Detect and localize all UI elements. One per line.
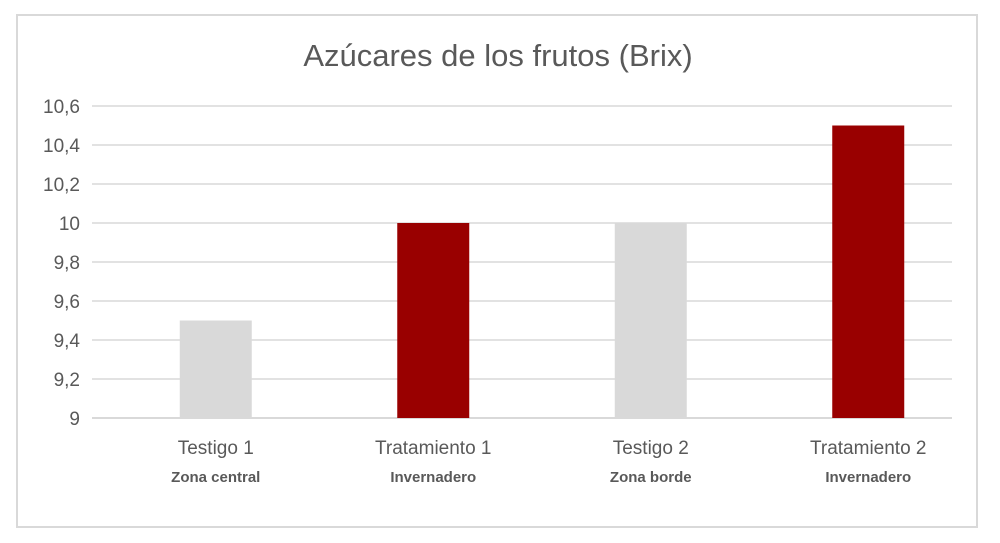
- x-category-label: Tratamiento 2: [810, 438, 927, 459]
- bar: [832, 125, 905, 418]
- y-tick-label: 10,4: [43, 136, 80, 157]
- x-subcategory-label: Invernadero: [825, 469, 911, 486]
- y-tick-label: 9: [69, 409, 80, 430]
- x-subcategory-label: Zona central: [171, 469, 260, 486]
- bar: [179, 320, 252, 418]
- chart-frame: [16, 14, 978, 528]
- y-tick-label: 9,6: [54, 292, 80, 313]
- x-subcategory-label: Zona borde: [610, 469, 692, 486]
- y-tick-label: 9,8: [54, 253, 80, 274]
- x-category-label: Testigo 1: [178, 438, 254, 459]
- chart-title: Azúcares de los frutos (Brix): [303, 38, 692, 73]
- y-tick-label: 10,2: [43, 175, 80, 196]
- bar: [397, 223, 470, 418]
- y-tick-label: 10: [59, 214, 80, 235]
- x-axis-labels: Testigo 1 Zona central Tratamiento 1 Invern…: [171, 438, 926, 486]
- x-subcategory-label: Invernadero: [390, 469, 476, 486]
- bar: [614, 223, 687, 418]
- y-tick-label: 10,6: [43, 97, 80, 118]
- y-tick-label: 9,2: [54, 370, 80, 391]
- x-category-label: Tratamiento 1: [375, 438, 492, 459]
- y-axis-ticks: 9 9,2 9,4 9,6 9,8 10 10,2 10,4 10,6: [43, 97, 80, 430]
- x-category-label: Testigo 2: [613, 438, 689, 459]
- y-tick-label: 9,4: [54, 331, 81, 352]
- bars: [179, 125, 905, 418]
